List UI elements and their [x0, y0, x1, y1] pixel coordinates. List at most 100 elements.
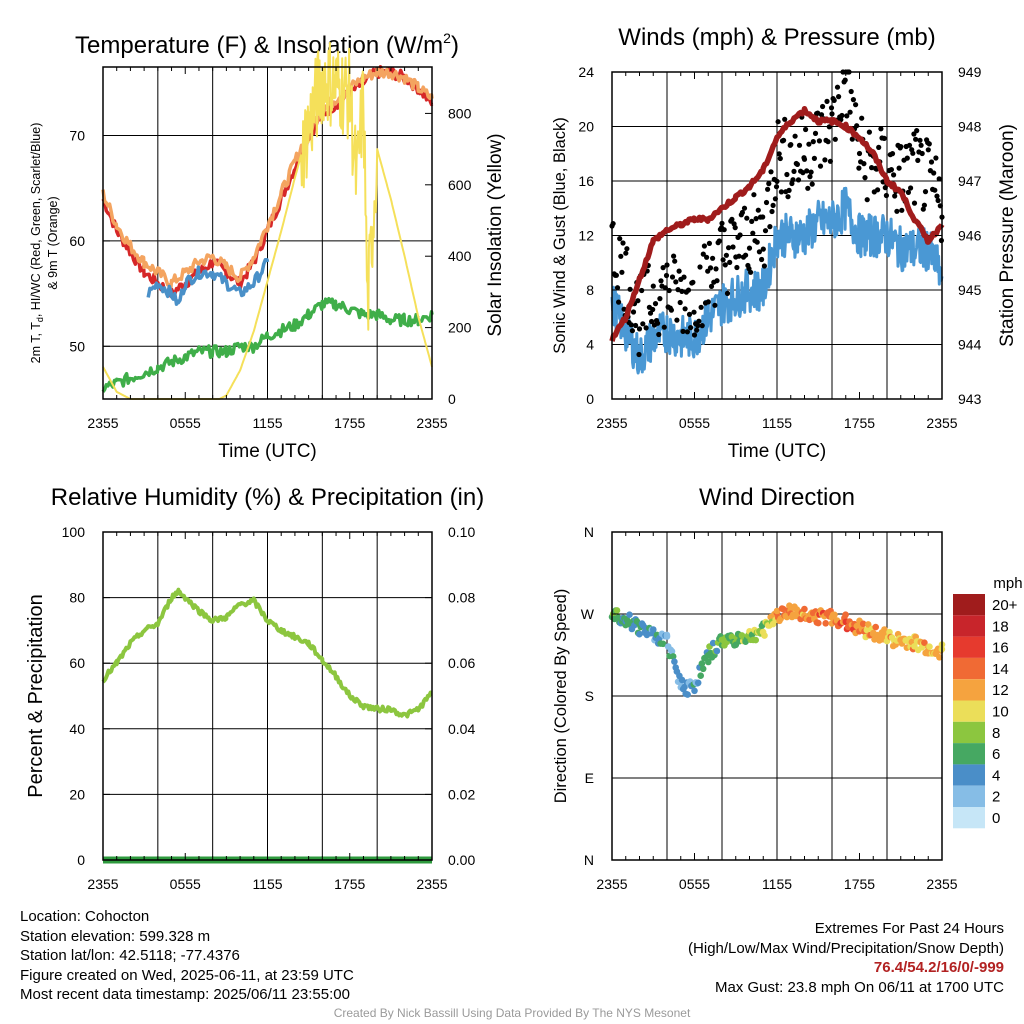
gust-point — [832, 136, 838, 142]
gust-point — [643, 325, 649, 331]
series-pressure — [609, 105, 945, 342]
legend-label: 10 — [992, 704, 1009, 721]
series-wind — [610, 186, 944, 375]
gust-point — [732, 225, 738, 231]
gust-point — [708, 283, 715, 289]
gust-point — [795, 177, 802, 183]
y2-tick-label: 0 — [448, 391, 456, 407]
gust-point — [925, 147, 931, 153]
x-tick-label: 1755 — [844, 415, 875, 431]
gust-point — [753, 216, 759, 222]
gust-point — [849, 136, 855, 142]
y-tick-label: 0 — [586, 391, 594, 407]
gust-point — [776, 151, 782, 157]
direction-point — [694, 679, 702, 687]
series-dewpoint — [101, 296, 434, 393]
direction-point — [636, 630, 643, 638]
gust-point — [760, 246, 766, 252]
gust-point — [768, 169, 774, 175]
y-tick-label: 60 — [69, 233, 85, 249]
legend-label: 20+ — [992, 597, 1018, 614]
gust-point — [919, 150, 925, 157]
gust-point — [914, 128, 920, 134]
chart-humidity: Relative Humidity (%) & Precipitation (i… — [25, 484, 484, 892]
direction-point — [822, 620, 829, 627]
y2-tick-label: 800 — [448, 105, 472, 121]
gust-point — [805, 185, 811, 191]
title-superscript: 2 — [443, 30, 451, 46]
direction-point — [713, 647, 721, 655]
y2-tick-label: 946 — [958, 228, 982, 244]
gust-point — [681, 274, 687, 280]
gust-point — [765, 186, 771, 192]
gust-point — [812, 130, 819, 136]
gust-point — [714, 278, 720, 284]
gust-point — [680, 328, 686, 334]
y2-tick-label: 0.04 — [448, 721, 475, 737]
direction-point — [705, 658, 712, 666]
gust-point — [650, 306, 656, 313]
legend-title: mph — [993, 575, 1022, 592]
gust-point — [816, 138, 823, 144]
gust-point — [620, 240, 626, 246]
chart-title: Wind Direction — [699, 484, 855, 511]
gust-point — [786, 187, 792, 193]
gust-point — [657, 296, 663, 302]
gust-point — [839, 112, 845, 119]
direction-point — [671, 658, 678, 665]
gust-point — [921, 202, 928, 208]
gust-point — [614, 285, 621, 291]
gust-point — [736, 253, 742, 259]
gust-point — [618, 253, 624, 259]
gust-point — [791, 168, 797, 174]
gust-point — [864, 197, 870, 203]
gust-point — [713, 266, 719, 272]
gust-point — [635, 298, 641, 304]
y-tick-label: 8 — [586, 282, 594, 298]
gust-point — [769, 208, 775, 215]
gust-point — [701, 243, 708, 249]
gust-point — [750, 230, 756, 236]
gust-point — [760, 214, 766, 220]
gust-point — [624, 246, 630, 252]
gust-point — [891, 172, 897, 178]
direction-point — [936, 654, 943, 661]
gust-point — [671, 253, 677, 259]
y2-tick-label: 943 — [958, 391, 982, 407]
gust-point — [817, 163, 824, 169]
gust-point — [804, 168, 810, 174]
gust-point — [688, 325, 694, 331]
y-tick-label: 16 — [578, 173, 594, 189]
gust-point — [749, 218, 755, 224]
gust-point — [656, 331, 662, 338]
gust-point — [803, 126, 809, 133]
gust-point — [640, 321, 646, 327]
y2-tick-label: 400 — [448, 248, 472, 264]
gust-point — [788, 142, 794, 148]
gust-point — [876, 144, 882, 150]
direction-point — [773, 607, 781, 615]
extremes-info: Extremes For Past 24 Hours (High/Low/Max… — [688, 919, 1004, 997]
gust-point — [748, 269, 754, 275]
direction-point — [678, 676, 686, 684]
gust-point — [898, 144, 904, 150]
gust-point — [629, 328, 636, 334]
gust-point — [781, 137, 787, 143]
gust-point — [696, 318, 702, 324]
gust-point — [892, 193, 898, 199]
gust-point — [878, 126, 884, 132]
gust-point — [772, 196, 779, 202]
gust-point — [836, 94, 842, 100]
gust-point — [856, 150, 863, 157]
gust-point — [761, 263, 768, 269]
gust-point — [685, 287, 692, 293]
title-end: ) — [451, 32, 459, 59]
gust-point — [666, 287, 672, 294]
legend-swatch — [953, 657, 985, 680]
gust-point — [639, 287, 645, 294]
gust-point — [746, 245, 753, 251]
y-axis-label: Percent & Precipitation — [25, 594, 47, 797]
gust-point — [699, 323, 705, 329]
extremes-values: 76.4/54.2/16/0/-999 — [873, 959, 1004, 976]
max-gust-text: Max Gust: 23.8 mph On 06/11 at 1700 UTC — [714, 978, 1004, 996]
